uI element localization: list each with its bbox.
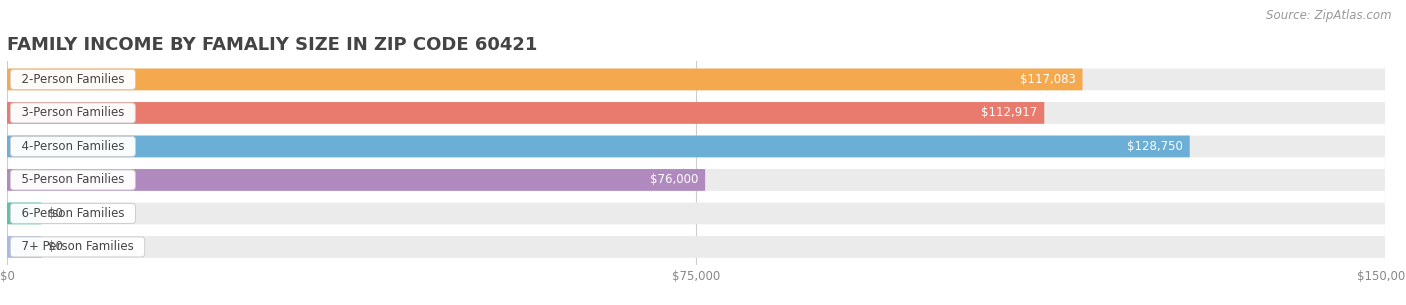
- FancyBboxPatch shape: [7, 102, 1045, 124]
- FancyBboxPatch shape: [7, 236, 1385, 258]
- Text: 5-Person Families: 5-Person Families: [14, 174, 132, 186]
- Text: 4-Person Families: 4-Person Families: [14, 140, 132, 153]
- Text: $128,750: $128,750: [1128, 140, 1182, 153]
- Text: $0: $0: [48, 240, 63, 253]
- FancyBboxPatch shape: [7, 102, 1385, 124]
- FancyBboxPatch shape: [7, 203, 1385, 224]
- FancyBboxPatch shape: [7, 135, 1385, 157]
- FancyBboxPatch shape: [7, 69, 1083, 90]
- FancyBboxPatch shape: [7, 203, 42, 224]
- FancyBboxPatch shape: [7, 135, 1189, 157]
- Text: FAMILY INCOME BY FAMALIY SIZE IN ZIP CODE 60421: FAMILY INCOME BY FAMALIY SIZE IN ZIP COD…: [7, 36, 537, 54]
- Text: $112,917: $112,917: [981, 106, 1038, 120]
- FancyBboxPatch shape: [7, 69, 1385, 90]
- Text: 7+ Person Families: 7+ Person Families: [14, 240, 141, 253]
- FancyBboxPatch shape: [7, 236, 42, 258]
- FancyBboxPatch shape: [7, 169, 706, 191]
- Text: $117,083: $117,083: [1019, 73, 1076, 86]
- Text: Source: ZipAtlas.com: Source: ZipAtlas.com: [1267, 9, 1392, 22]
- FancyBboxPatch shape: [7, 169, 1385, 191]
- Text: 6-Person Families: 6-Person Families: [14, 207, 132, 220]
- Text: $76,000: $76,000: [650, 174, 699, 186]
- Text: 2-Person Families: 2-Person Families: [14, 73, 132, 86]
- Text: 3-Person Families: 3-Person Families: [14, 106, 132, 120]
- Text: $0: $0: [48, 207, 63, 220]
